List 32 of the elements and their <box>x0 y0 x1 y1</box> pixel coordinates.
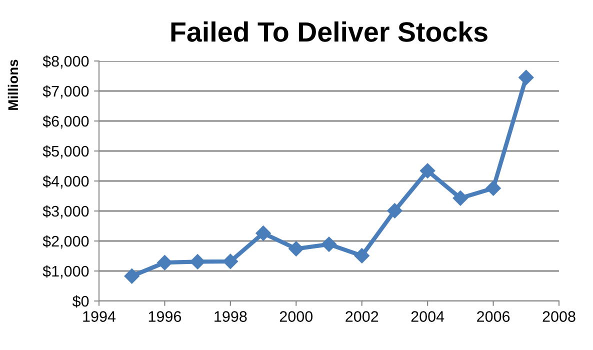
point <box>486 180 501 196</box>
point <box>354 248 370 264</box>
x-tick-label: 2002 <box>346 311 378 322</box>
y-tick-label: $1,000 <box>42 265 89 278</box>
y-tick-label: $6,000 <box>42 115 89 128</box>
y-tick-label: $2,000 <box>42 235 89 248</box>
x-tick-label: 1994 <box>83 311 116 322</box>
point <box>518 70 534 86</box>
point <box>420 163 436 178</box>
y-tick-label: $8,000 <box>42 55 89 68</box>
point <box>452 190 468 206</box>
x-tick-label: 1998 <box>214 311 247 322</box>
x-tick-label: 1996 <box>148 311 182 322</box>
x-tick-label: 2000 <box>280 311 313 322</box>
point <box>124 268 140 284</box>
point <box>288 241 304 256</box>
point <box>256 226 271 241</box>
y-tick-label: $5,000 <box>42 145 89 158</box>
y-axis-title: Millions <box>8 60 18 110</box>
x-tick-label: 2006 <box>477 311 510 322</box>
x-tick-label: 2008 <box>542 311 576 322</box>
y-tick-label: $3,000 <box>42 205 89 218</box>
point <box>157 255 172 270</box>
chart-title: Failed To Deliver Stocks <box>171 21 488 42</box>
y-tick-label: $0 <box>72 295 89 308</box>
point <box>321 236 337 252</box>
y-tick-label: $4,000 <box>42 175 89 188</box>
point <box>190 254 206 270</box>
y-tick-label: $7,000 <box>42 85 89 98</box>
point <box>222 254 238 269</box>
x-tick-label: 2004 <box>411 311 444 322</box>
point <box>387 203 402 218</box>
